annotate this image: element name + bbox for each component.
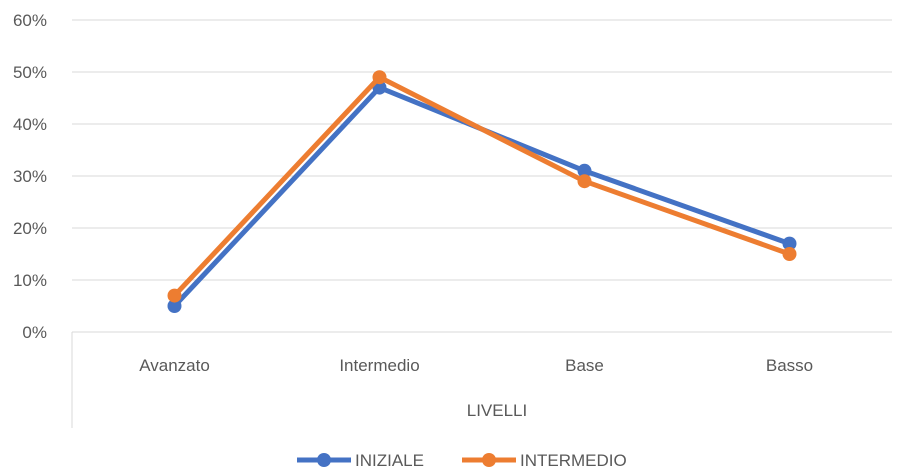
legend-swatch-marker: [482, 453, 496, 467]
gridlines: [72, 19, 892, 281]
y-tick-label: 50%: [13, 63, 47, 82]
y-tick-label: 60%: [13, 11, 47, 30]
data-point: [372, 70, 387, 85]
data-point: [167, 299, 182, 313]
y-tick-label: 0%: [22, 323, 47, 342]
data-point: [577, 163, 592, 178]
x-tick-label: Base: [565, 356, 604, 375]
series-intermedio: [167, 70, 797, 303]
data-point: [782, 236, 797, 251]
x-axis-title: LIVELLI: [467, 401, 528, 420]
series-layer: [167, 70, 797, 313]
x-tick-label: Intermedio: [339, 356, 419, 375]
legend-swatch-marker: [317, 453, 331, 467]
legend: INIZIALE INTERMEDIO: [297, 451, 627, 468]
data-point: [577, 174, 592, 189]
y-tick-label: 20%: [13, 219, 47, 238]
legend-label: INIZIALE: [355, 451, 424, 468]
x-tick-label: Basso: [766, 356, 813, 375]
x-tick-label: Avanzato: [139, 356, 210, 375]
axis-frame: [71, 331, 892, 428]
y-tick-label: 30%: [13, 167, 47, 186]
y-axis-ticks: 0% 10% 20% 30% 40% 50% 60%: [13, 11, 47, 342]
x-axis-ticks: Avanzato Intermedio Base Basso: [139, 356, 813, 375]
legend-label: INTERMEDIO: [520, 451, 627, 468]
y-tick-label: 40%: [13, 115, 47, 134]
series-iniziale: [167, 80, 797, 313]
series-line: [172, 74, 792, 299]
data-point: [167, 288, 182, 303]
legend-item: INIZIALE: [297, 451, 424, 468]
y-tick-label: 10%: [13, 271, 47, 290]
legend-item: INTERMEDIO: [462, 451, 627, 468]
data-point: [782, 247, 797, 261]
